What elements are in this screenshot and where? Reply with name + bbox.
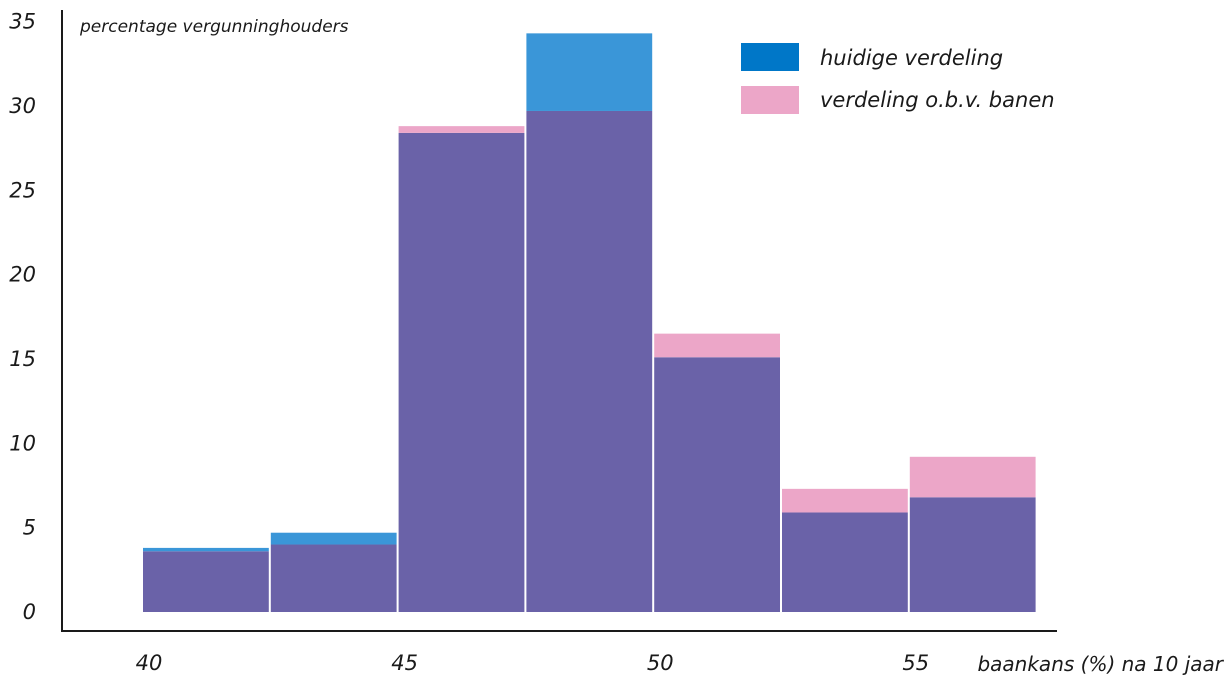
bar-excess-banen-4 [654,333,780,358]
y-tick-label-35: 35 [9,10,36,34]
x-axis-title: baankans (%) na 10 jaar [977,652,1224,676]
legend-swatch-huidige [741,43,799,71]
y-tick-label-15: 15 [9,347,36,371]
bar-overlap-3 [526,110,653,612]
bar-excess-banen-2 [398,126,525,133]
x-tick-label-55: 55 [902,651,929,675]
y-tick-label-30: 30 [9,94,36,118]
bar-overlap-6 [909,497,1036,612]
bar-overlap-2 [398,132,525,612]
legend-swatch-banen [741,86,799,114]
y-tick-label-25: 25 [9,178,36,202]
x-tick-label-40: 40 [136,651,163,675]
y-axis-title: percentage vergunninghouders [79,17,349,37]
bars-layer [143,33,1036,612]
y-tick-label-20: 20 [9,263,36,287]
y-tick-label-5: 5 [23,516,36,540]
y-tick-label-0: 0 [23,600,36,624]
bar-excess-banen-6 [909,456,1036,498]
legend-label-banen: verdeling o.b.v. banen [820,88,1055,112]
bar-overlap-5 [782,512,908,612]
x-ticks-layer: 40 45 50 55 [136,651,930,675]
bar-excess-huidige-3 [526,33,653,111]
legend-label-huidige: huidige verdeling [820,46,1003,70]
bar-excess-huidige-0 [143,547,269,552]
bar-overlap-4 [654,357,780,612]
legend: huidige verdeling verdeling o.b.v. banen [741,43,1055,114]
bar-excess-banen-5 [782,488,908,513]
x-tick-label-50: 50 [647,651,674,675]
bar-overlap-1 [270,544,397,612]
bar-overlap-0 [143,551,269,612]
y-tick-label-10: 10 [9,431,36,455]
bar-excess-huidige-1 [270,532,397,545]
x-tick-label-45: 45 [391,651,418,675]
y-ticks-layer: 0 5 10 15 20 25 30 35 [9,10,36,624]
